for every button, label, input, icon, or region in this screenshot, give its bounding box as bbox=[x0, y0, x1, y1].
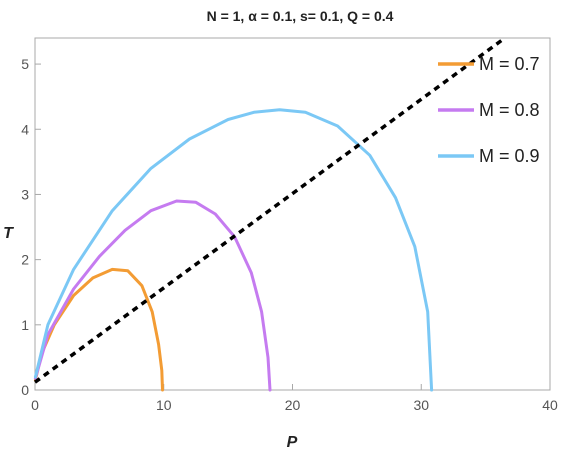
legend-label: M = 0.8 bbox=[479, 100, 540, 120]
y-tick-label: 5 bbox=[21, 56, 29, 72]
y-tick-label: 3 bbox=[21, 186, 29, 202]
y-axis-label: T bbox=[3, 225, 14, 242]
y-tick-label: 0 bbox=[21, 382, 29, 398]
series-line-3 bbox=[33, 108, 434, 392]
series-layer bbox=[33, 36, 506, 392]
y-tick-label: 4 bbox=[21, 121, 29, 137]
legend-label: M = 0.7 bbox=[479, 54, 540, 74]
axis-ticks: 0 10 20 30 40 0 1 2 3 4 5 bbox=[21, 56, 558, 413]
x-tick-label: 10 bbox=[156, 397, 172, 413]
legend: M = 0.7 M = 0.8 M = 0.9 bbox=[438, 54, 540, 166]
series-line-2 bbox=[33, 199, 272, 392]
series-line-1 bbox=[33, 267, 164, 392]
x-axis-label: P bbox=[287, 434, 298, 451]
plot-frame bbox=[34, 37, 551, 391]
x-tick-label: 20 bbox=[285, 397, 301, 413]
dashed-reference-line bbox=[33, 36, 506, 384]
x-tick-label: 30 bbox=[413, 397, 429, 413]
y-tick-label: 1 bbox=[21, 317, 29, 333]
x-tick-label: 40 bbox=[542, 397, 558, 413]
legend-label: M = 0.9 bbox=[479, 146, 540, 166]
chart-title: N = 1, α = 0.1, s= 0.1, Q = 0.4 bbox=[207, 8, 394, 24]
y-tick-label: 2 bbox=[21, 252, 29, 268]
x-tick-label: 0 bbox=[31, 397, 39, 413]
